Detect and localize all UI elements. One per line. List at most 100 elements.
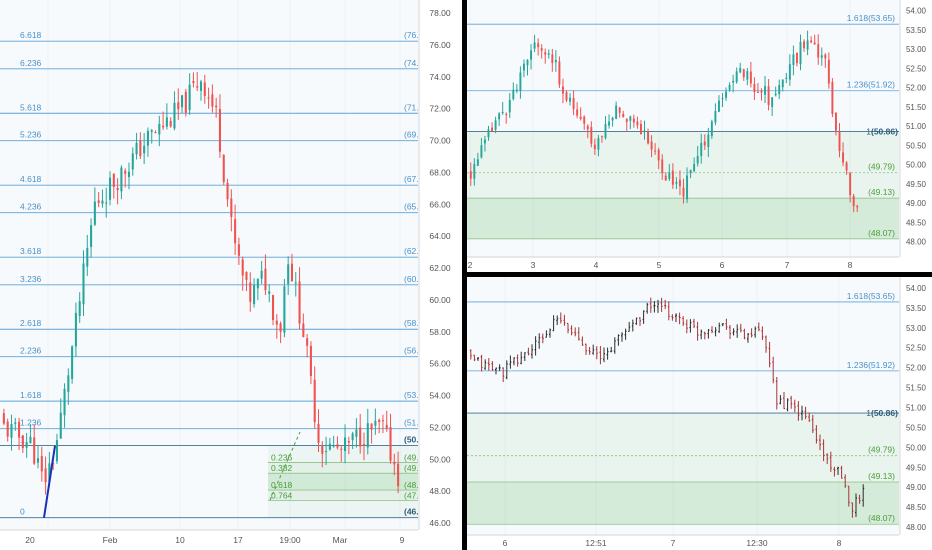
candle-body xyxy=(347,440,350,443)
candle-body xyxy=(351,433,354,441)
y-tick-label: 52.00 xyxy=(906,364,927,373)
candle-body xyxy=(124,170,127,174)
candle-body xyxy=(370,423,373,430)
fib-extension-value: (67.20) xyxy=(404,174,431,184)
candle-body xyxy=(2,413,5,424)
y-tick-label: 53.00 xyxy=(906,324,927,333)
candle-body xyxy=(184,91,187,113)
candle-body xyxy=(845,162,848,171)
price-axis-bg xyxy=(899,277,932,550)
candle-body xyxy=(781,79,784,88)
bottom-right-chart-panel[interactable]: 1.618(53.65) 1.236(51.92) 1 (50.86) (49.79) (… xyxy=(467,277,932,550)
candle-body xyxy=(508,99,511,113)
candle-body xyxy=(215,105,218,108)
candle-body xyxy=(632,118,635,123)
candle-body xyxy=(366,423,369,448)
candle-body xyxy=(112,173,115,187)
candle-body xyxy=(597,138,600,150)
y-tick-label: 50.00 xyxy=(906,161,927,170)
candle-body xyxy=(643,130,646,133)
candle-body xyxy=(721,98,724,100)
candle-body xyxy=(505,114,508,116)
left-chart-panel[interactable]: 6.618 (76.23) 6.236 (74.50) 5.618 (71.71) 5.23… xyxy=(0,0,462,550)
candle-body xyxy=(374,420,377,426)
candle-body xyxy=(317,423,320,443)
fib-extension-value: (56.44) xyxy=(404,346,431,356)
candle-body xyxy=(590,127,593,144)
candle-body xyxy=(647,131,650,144)
candle-body xyxy=(336,444,339,448)
x-tick-label: 20 xyxy=(25,535,35,545)
candle-body xyxy=(321,445,324,454)
fib-retracement-ratio: 0.764 xyxy=(271,491,293,501)
fib-extension-ratio: 1.618 xyxy=(20,390,42,400)
fib-extension-ratio: 4.236 xyxy=(20,202,42,212)
y-tick-label: 48.50 xyxy=(906,503,927,512)
candle-body xyxy=(362,444,366,446)
candle-body xyxy=(650,141,653,150)
candle-body xyxy=(561,86,564,94)
candle-body xyxy=(143,145,146,154)
candle-body xyxy=(749,71,752,84)
candle-body xyxy=(849,172,852,196)
candle-body xyxy=(306,338,309,346)
y-tick-label: 53.50 xyxy=(906,304,927,313)
candle-body xyxy=(385,424,388,429)
fib-extension-ratio: 2.618 xyxy=(20,318,42,328)
candle-body xyxy=(686,175,689,200)
fib-level-label: (48.07) xyxy=(868,513,895,523)
fib-level-label: (49.13) xyxy=(868,471,895,481)
candle-body xyxy=(852,195,855,207)
candle-body xyxy=(260,270,263,279)
candle-body xyxy=(856,205,859,208)
y-tick-label: 52.50 xyxy=(906,344,927,353)
candle-body xyxy=(150,130,153,133)
candle-body xyxy=(501,111,504,114)
candle-body xyxy=(36,458,40,463)
y-tick-label: 46.00 xyxy=(429,518,451,528)
y-tick-label: 56.00 xyxy=(429,359,451,369)
candle-body xyxy=(487,129,490,138)
candle-body xyxy=(245,272,248,280)
y-tick-label: 52.00 xyxy=(906,84,927,93)
top-right-chart-svg[interactable]: 1.618(53.65) 1.236(51.92) 1 (50.86) (49.79) (… xyxy=(467,0,932,272)
y-tick-label: 58.00 xyxy=(429,327,451,337)
y-tick-label: 50.00 xyxy=(906,443,927,452)
candle-body xyxy=(756,91,759,93)
candle-body xyxy=(116,187,119,191)
fib-extension-value: (76.23) xyxy=(404,30,431,40)
y-tick-label: 53.50 xyxy=(906,26,927,35)
fib-retracement-ratio: 0.382 xyxy=(271,463,293,473)
candle-body xyxy=(139,140,142,157)
y-tick-label: 64.00 xyxy=(429,231,451,241)
fib-extension-ratio: 3.618 xyxy=(20,246,42,256)
x-tick-label: 10 xyxy=(175,535,185,545)
candle-body xyxy=(256,278,259,289)
candle-body xyxy=(714,111,717,123)
top-right-chart-panel[interactable]: 1.618(53.65) 1.236(51.92) 1 (50.86) (49.79) (… xyxy=(467,0,932,272)
bottom-right-chart-svg[interactable]: 1.618(53.65) 1.236(51.92) 1 (50.86) (49.79) (… xyxy=(467,277,932,550)
candle-body xyxy=(551,54,554,63)
fib-extension-ratio: 4.618 xyxy=(20,174,42,184)
candle-body xyxy=(700,142,703,156)
left-chart-svg[interactable]: 6.618 (76.23) 6.236 (74.50) 5.618 (71.71) 5.23… xyxy=(0,0,462,550)
candle-body xyxy=(340,448,343,450)
candle-body xyxy=(611,117,614,121)
candle-body xyxy=(82,263,85,305)
fib-retracement-value: (48.07) xyxy=(404,480,431,490)
candle-body xyxy=(629,116,632,121)
candle-body xyxy=(661,159,664,174)
retracement-band xyxy=(467,198,899,239)
candle-body xyxy=(196,86,199,88)
candle-body xyxy=(173,102,176,129)
fib-level-ratio: 1 xyxy=(866,408,871,418)
retracement-band xyxy=(268,462,418,474)
fib-level-label: (48.07) xyxy=(868,228,895,238)
candle-body xyxy=(725,91,728,98)
candle-body xyxy=(63,388,66,416)
candle-body xyxy=(283,286,286,333)
candle-body xyxy=(739,68,742,73)
fib-extension-value: (60.95) xyxy=(404,274,431,284)
x-tick-label: 8 xyxy=(848,260,853,270)
candle-body xyxy=(264,268,267,291)
